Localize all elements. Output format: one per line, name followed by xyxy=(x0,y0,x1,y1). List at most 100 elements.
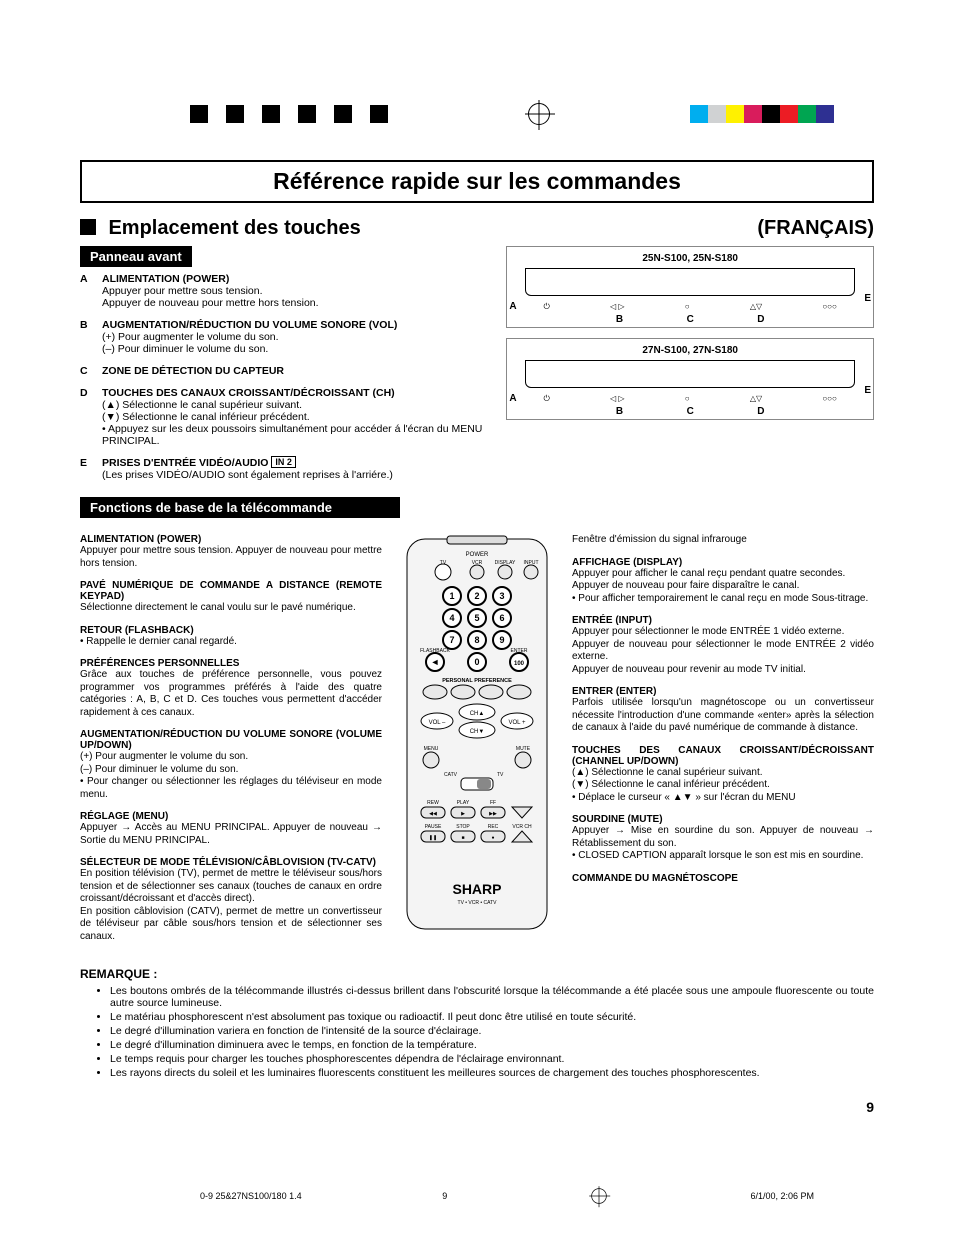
svg-text:1: 1 xyxy=(449,591,454,601)
print-swatch xyxy=(370,105,388,123)
svg-text:STOP: STOP xyxy=(456,824,470,830)
svg-text:4: 4 xyxy=(449,613,454,623)
remote-left-column: ALIMENTATION (POWER)Appuyer pour mettre … xyxy=(80,534,382,953)
front-panel-heading: Panneau avant xyxy=(80,246,192,267)
function-block: ALIMENTATION (POWER)Appuyer pour mettre … xyxy=(80,534,382,570)
svg-text:REW: REW xyxy=(427,800,439,806)
print-swatch xyxy=(726,105,744,123)
svg-text:PERSONAL PREFERENCE: PERSONAL PREFERENCE xyxy=(442,678,512,684)
footer-page: 9 xyxy=(442,1191,447,1201)
ir-window-label: Fenêtre d'émission du signal infrarouge xyxy=(572,534,874,547)
note-item: Le degré d'illumination diminuera avec l… xyxy=(110,1039,874,1051)
section-heading: Emplacement des touches xyxy=(80,217,361,240)
note-item: Les boutons ombrés de la télécommande il… xyxy=(110,985,874,1009)
function-block: TOUCHES DES CANAUX CROISSANT/DÉCROISSANT… xyxy=(572,745,874,805)
svg-text:100: 100 xyxy=(514,661,525,667)
svg-text:MUTE: MUTE xyxy=(516,746,531,752)
print-swatch xyxy=(708,105,726,123)
svg-text:FLASHBACK: FLASHBACK xyxy=(420,648,450,654)
function-block: ENTRER (ENTER)Parfois utilisée lorsqu'un… xyxy=(572,686,874,735)
svg-text:3: 3 xyxy=(499,591,504,601)
print-swatch xyxy=(334,105,352,123)
note-heading: REMARQUE : xyxy=(80,967,874,981)
front-panel-item: AALIMENTATION (POWER) Appuyer pour mettr… xyxy=(80,273,486,309)
note-item: Les rayons directs du soleil et les lumi… xyxy=(110,1067,874,1079)
svg-text:ENTER: ENTER xyxy=(511,648,528,654)
svg-text:POWER: POWER xyxy=(466,552,489,558)
front-panel-item: EPRISES D'ENTRÉE VIDÉO/AUDIO IN 2(Les pr… xyxy=(80,457,486,481)
page-number: 9 xyxy=(80,1099,874,1115)
print-swatch xyxy=(190,105,208,123)
svg-text:◀◀: ◀◀ xyxy=(429,811,437,817)
page-title: Référence rapide sur les commandes xyxy=(80,160,874,203)
front-panel-item: BAUGMENTATION/RÉDUCTION DU VOLUME SONORE… xyxy=(80,319,486,355)
svg-text:9: 9 xyxy=(499,635,504,645)
print-swatch xyxy=(298,105,316,123)
svg-text:●: ● xyxy=(491,835,494,841)
print-color-bar xyxy=(0,105,954,123)
function-block: PRÉFÉRENCES PERSONNELLESGrâce aux touche… xyxy=(80,658,382,719)
svg-text:❚❚: ❚❚ xyxy=(429,835,437,841)
function-block: COMMANDE DU MAGNÉTOSCOPE xyxy=(572,873,874,884)
svg-text:2: 2 xyxy=(474,591,479,601)
print-swatch xyxy=(280,105,298,123)
svg-text:TV: TV xyxy=(497,772,504,778)
svg-text:VOL –: VOL – xyxy=(429,720,446,726)
note-item: Le temps requis pour charger les touches… xyxy=(110,1053,874,1065)
svg-text:CATV: CATV xyxy=(444,772,458,778)
print-swatch xyxy=(262,105,280,123)
print-swatch xyxy=(226,105,244,123)
svg-text:0: 0 xyxy=(474,657,479,667)
print-swatch xyxy=(798,105,816,123)
footer-timestamp: 6/1/00, 2:06 PM xyxy=(750,1191,814,1201)
svg-text:VOL +: VOL + xyxy=(509,720,526,726)
print-swatch xyxy=(208,105,226,123)
svg-text:8: 8 xyxy=(474,635,479,645)
svg-text:MENU: MENU xyxy=(424,746,439,752)
print-swatch xyxy=(316,105,334,123)
function-block: RÉGLAGE (MENU)Appuyer → Accès au MENU PR… xyxy=(80,811,382,847)
front-panel-item: CZONE DE DÉTECTION DU CAPTEUR xyxy=(80,365,486,377)
svg-text:▶: ▶ xyxy=(461,811,465,817)
svg-text:▶▶: ▶▶ xyxy=(489,811,497,817)
svg-text:5: 5 xyxy=(474,613,479,623)
function-block: AFFICHAGE (DISPLAY)Appuyer pour afficher… xyxy=(572,557,874,606)
svg-text:■: ■ xyxy=(461,835,464,841)
svg-text:◄: ◄ xyxy=(431,657,440,667)
svg-text:FF: FF xyxy=(490,800,496,806)
note-item: Le matériau phosphorescent n'est absolum… xyxy=(110,1011,874,1023)
front-panel-diagram-1: 25N-S100, 25N-S180 ⏻◁ ▷○△▽○○○ A E BCD xyxy=(506,246,874,328)
svg-text:PLAY: PLAY xyxy=(457,800,470,806)
note-item: Le degré d'illumination variera en fonct… xyxy=(110,1025,874,1037)
svg-text:CH▼: CH▼ xyxy=(470,729,485,735)
registration-mark-icon xyxy=(528,103,550,125)
language-label: (FRANÇAIS) xyxy=(757,217,874,240)
square-bullet-icon xyxy=(80,219,96,235)
svg-text:6: 6 xyxy=(499,613,504,623)
svg-text:7: 7 xyxy=(449,635,454,645)
print-swatch xyxy=(762,105,780,123)
registration-mark-icon xyxy=(591,1188,606,1203)
print-swatch xyxy=(690,105,708,123)
function-block: PAVÉ NUMÉRIQUE DE COMMANDE A DISTANCE (R… xyxy=(80,580,382,615)
remote-diagram: POWER TV VCR DISPLAY INPUT 123456789◄010… xyxy=(392,534,562,953)
function-block: SOURDINE (MUTE)Appuyer → Mise en sourdin… xyxy=(572,814,874,863)
print-swatch xyxy=(352,105,370,123)
svg-text:CH▲: CH▲ xyxy=(470,711,485,717)
svg-text:REC: REC xyxy=(488,824,499,830)
function-block: AUGMENTATION/RÉDUCTION DU VOLUME SONORE … xyxy=(80,729,382,801)
remote-right-column: Fenêtre d'émission du signal infrarouge … xyxy=(572,534,874,953)
front-panel-item: DTOUCHES DES CANAUX CROISSANT/DÉCROISSAN… xyxy=(80,387,486,447)
svg-text:VCR CH: VCR CH xyxy=(512,824,532,830)
function-block: SÉLECTEUR DE MODE TÉLÉVISION/CÂBLOVISION… xyxy=(80,857,382,943)
footer-doc-id: 0-9 25&27NS100/180 1.4 xyxy=(200,1191,302,1201)
print-footer: 0-9 25&27NS100/180 1.4 9 6/1/00, 2:06 PM xyxy=(0,1155,954,1237)
svg-text:TV • VCR • CATV: TV • VCR • CATV xyxy=(458,900,498,906)
print-swatch xyxy=(744,105,762,123)
remote-functions-heading: Fonctions de base de la télécommande xyxy=(80,497,400,518)
function-block: RETOUR (FLASHBACK)• Rappelle le dernier … xyxy=(80,625,382,649)
note-list: Les boutons ombrés de la télécommande il… xyxy=(80,985,874,1079)
print-swatch xyxy=(244,105,262,123)
function-block: ENTRÉE (INPUT)Appuyer pour sélectionner … xyxy=(572,615,874,676)
front-panel-diagram-2: 27N-S100, 27N-S180 ⏻◁ ▷○△▽○○○ A E BCD xyxy=(506,338,874,420)
